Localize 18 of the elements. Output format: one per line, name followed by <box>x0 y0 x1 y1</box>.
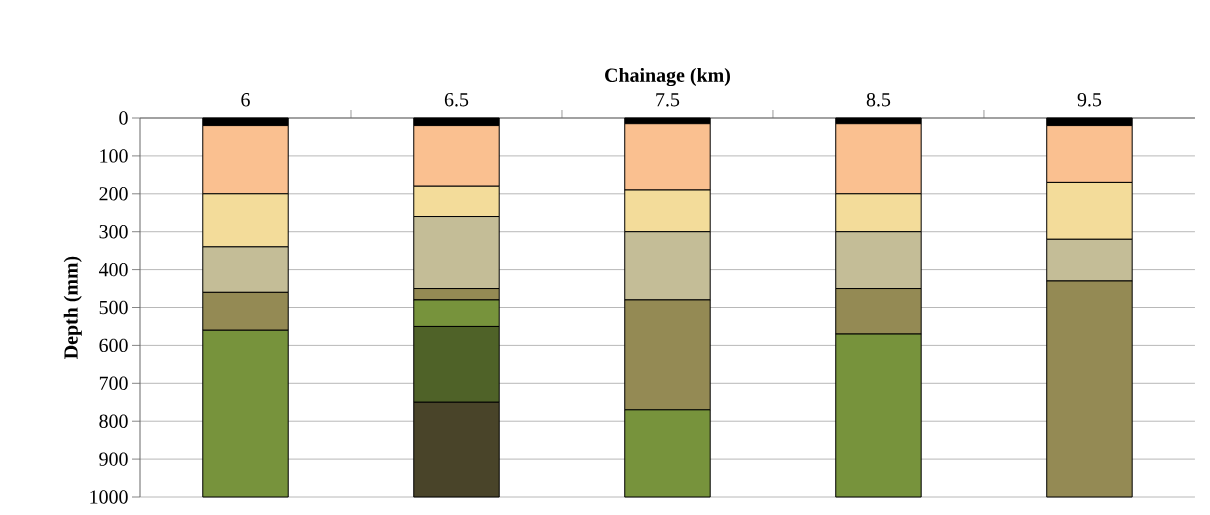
y-tick-label: 200 <box>99 187 128 201</box>
y-tick-label: 300 <box>99 224 128 239</box>
x-tick-label: 7.5 <box>656 93 680 107</box>
x-tick-label: 6.5 <box>444 93 469 107</box>
x-axis-title: Chainage (km) <box>605 67 730 87</box>
y-tick-label: 600 <box>99 338 128 353</box>
y-tick-label: 500 <box>99 300 128 315</box>
y-tick-label: 900 <box>99 452 128 466</box>
x-tick-label: 6 <box>241 93 250 107</box>
y-tick-label: 700 <box>99 376 128 391</box>
x-tick-label: 9.5 <box>1077 93 1102 107</box>
y-tick-label: 800 <box>99 414 128 428</box>
y-tick-label: 1000 <box>90 490 128 504</box>
y-tick-label: 0 <box>119 111 128 125</box>
y-tick-label: 400 <box>98 262 128 277</box>
y-axis-title: Depth (mm) <box>63 256 82 359</box>
x-tick-label: 8.5 <box>866 92 891 107</box>
y-tick-label: 100 <box>100 149 128 163</box>
